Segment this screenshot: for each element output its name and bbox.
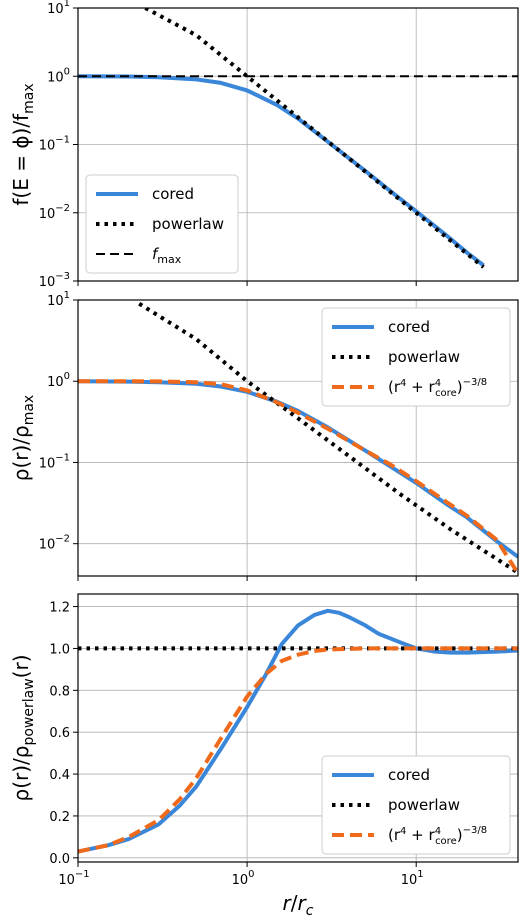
y-tick-label: 0.8 bbox=[49, 684, 70, 699]
legend-label-cored: cored bbox=[388, 766, 430, 784]
x-tick-label: 100 bbox=[232, 869, 255, 888]
legend-label-fmax: fmax bbox=[152, 245, 182, 266]
panel-middle-density: 101 100 10−1 10−2 ρ(r)/ρmax cored powerlaw (r4 … bbox=[9, 290, 519, 581]
y-tick-label: 0.0 bbox=[49, 852, 70, 867]
panel-top-distribution-function: 101 100 10−1 10−2 10−3 f(E = ϕ)/fmax cored powe… bbox=[9, 0, 519, 290]
y-tick-label: 10−1 bbox=[39, 135, 70, 154]
y-axis-label: f(E = ϕ)/fmax bbox=[9, 83, 37, 205]
legend-label-fit: (r4 + r4 core)−3/8 bbox=[388, 377, 487, 399]
panel-bottom-density-ratio: 0.0 0.2 0.4 0.6 0.8 1.0 1.2 10−1 100 101 ρ(r)/ρpow… bbox=[9, 593, 519, 888]
y-tick-label: 10−2 bbox=[39, 534, 70, 553]
legend-label-cored: cored bbox=[388, 318, 430, 336]
series-line-cored bbox=[78, 379, 518, 559]
axes-frame bbox=[77, 593, 519, 863]
legend: cored powerlaw fmax bbox=[85, 174, 239, 274]
y-tick-label: 0.6 bbox=[49, 726, 70, 741]
legend-frame bbox=[321, 755, 511, 855]
x-axis-label: r/rc bbox=[283, 891, 314, 919]
y-tick-label: 0.2 bbox=[49, 810, 70, 825]
legend: cored powerlaw (r4 + r4 core)−3/8 bbox=[321, 307, 511, 407]
legend-frame bbox=[85, 174, 239, 274]
x-tick-label: 101 bbox=[401, 869, 424, 888]
y-tick-label: 101 bbox=[47, 290, 70, 309]
series-line-fit bbox=[78, 646, 518, 854]
axes-frame bbox=[77, 299, 519, 577]
y-tick-label: 100 bbox=[47, 371, 70, 390]
legend-label-powerlaw: powerlaw bbox=[152, 215, 224, 233]
y-tick-label: 0.4 bbox=[49, 768, 70, 783]
legend-label-powerlaw: powerlaw bbox=[388, 348, 460, 366]
legend-frame bbox=[321, 307, 511, 407]
x-axis-title: r/rc bbox=[283, 891, 314, 919]
legend: cored powerlaw (r4 + r4 core)−3/8 bbox=[321, 755, 511, 855]
y-tick-label: 10−1 bbox=[39, 452, 70, 471]
y-tick-label: 10−2 bbox=[39, 203, 70, 222]
series-line-cored bbox=[78, 608, 518, 854]
series-line-powerlaw bbox=[144, 8, 485, 269]
y-axis-label: ρ(r)/ρpowerlaw(r) bbox=[9, 655, 37, 802]
legend-label-powerlaw: powerlaw bbox=[388, 796, 460, 814]
series-group bbox=[78, 8, 518, 269]
series-group bbox=[78, 302, 518, 575]
series-line-fit bbox=[78, 379, 518, 575]
y-tick-label: 101 bbox=[47, 0, 70, 17]
series-line-powerlaw bbox=[138, 302, 518, 575]
y-tick-label: 10−3 bbox=[39, 271, 70, 290]
y-tick-label: 1.2 bbox=[49, 601, 70, 616]
x-tick-label: 10−1 bbox=[58, 869, 89, 888]
y-axis-label: ρ(r)/ρmax bbox=[9, 395, 37, 481]
legend-label-fit: (r4 + r4 core)−3/8 bbox=[388, 825, 487, 847]
legend-label-cored: cored bbox=[152, 185, 194, 203]
y-tick-label: 100 bbox=[47, 66, 70, 85]
y-tick-label: 1.0 bbox=[49, 642, 70, 657]
series-group bbox=[78, 608, 518, 854]
